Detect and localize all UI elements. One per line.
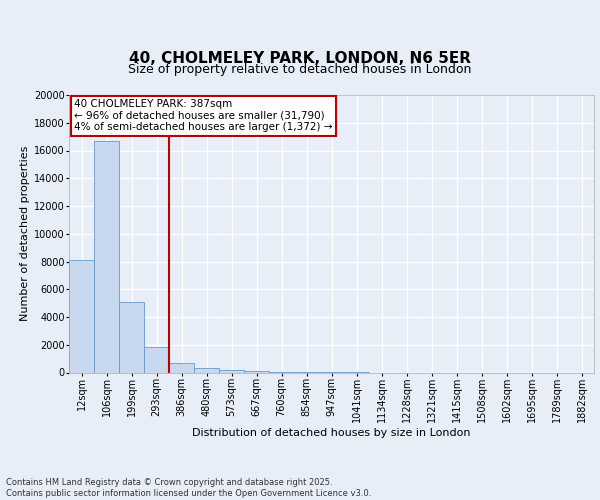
Bar [219,370,244,372]
Bar [194,368,219,372]
Y-axis label: Number of detached properties: Number of detached properties [20,146,30,322]
Bar [169,362,194,372]
Bar [69,260,94,372]
Bar [144,347,169,372]
Text: 40, CHOLMELEY PARK, LONDON, N6 5ER: 40, CHOLMELEY PARK, LONDON, N6 5ER [129,51,471,66]
X-axis label: Distribution of detached houses by size in London: Distribution of detached houses by size … [192,428,471,438]
Text: 40 CHOLMELEY PARK: 387sqm
← 96% of detached houses are smaller (31,790)
4% of se: 40 CHOLMELEY PARK: 387sqm ← 96% of detac… [74,99,333,132]
Bar [119,302,144,372]
Text: Contains HM Land Registry data © Crown copyright and database right 2025.
Contai: Contains HM Land Registry data © Crown c… [6,478,371,498]
Bar [94,142,119,372]
Text: Size of property relative to detached houses in London: Size of property relative to detached ho… [128,63,472,76]
